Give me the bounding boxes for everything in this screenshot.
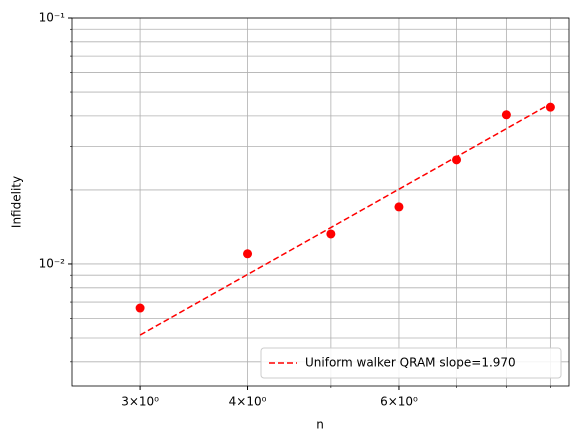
legend-box (260, 347, 562, 379)
data-point (501, 110, 511, 120)
legend-label: Uniform walker QRAM slope=1.970 (305, 356, 516, 370)
plot-frame (71, 17, 570, 387)
y-axis-label: Infidelity (10, 176, 24, 228)
x-tick-label: 3×10⁰ (121, 395, 159, 409)
data-point (326, 229, 336, 239)
x-tick-label: 4×10⁰ (229, 395, 267, 409)
y-tick-label: 10⁻² (39, 256, 66, 270)
x-axis-label: n (316, 418, 324, 432)
x-tick-label: 6×10⁰ (380, 395, 418, 409)
fit-line (139, 103, 551, 336)
data-point (243, 249, 253, 259)
data-point (135, 303, 145, 313)
data-point (394, 202, 404, 212)
y-tick-label: 10⁻¹ (39, 11, 66, 25)
